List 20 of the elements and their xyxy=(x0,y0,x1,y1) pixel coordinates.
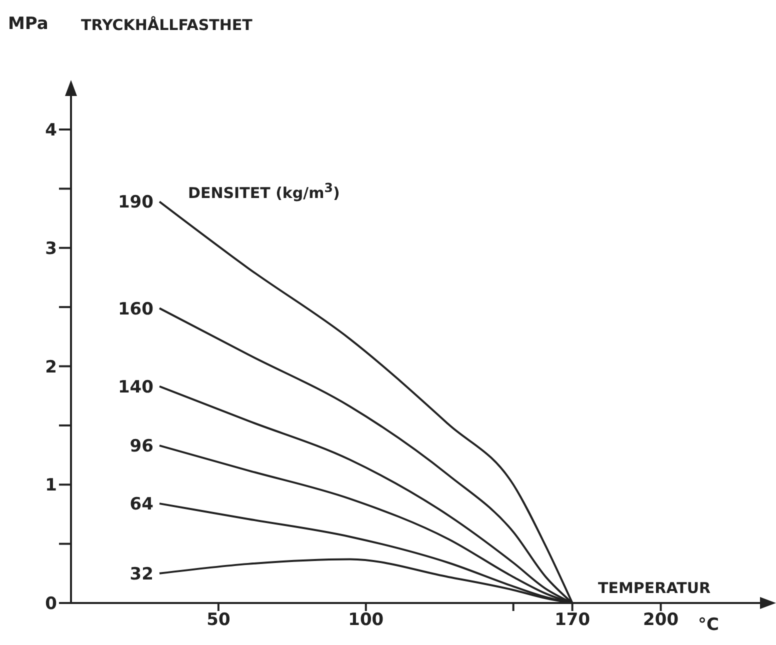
series-label: 96 xyxy=(130,436,154,457)
y-tick-label: 2 xyxy=(45,357,57,378)
y-tick-label: 0 xyxy=(45,594,58,614)
legend-title: DENSITET (kg/m$^{3}$) xyxy=(188,180,340,202)
series-label: 64 xyxy=(130,494,154,515)
y-tick-label: 3 xyxy=(45,238,57,259)
y-tick-label: 1 xyxy=(45,476,57,496)
series-label: 32 xyxy=(130,564,154,584)
series-label: 190 xyxy=(118,192,154,213)
text: °C xyxy=(698,615,719,635)
y-axis-title: MPa xyxy=(8,14,48,34)
series-label: 140 xyxy=(118,377,154,398)
x-tick-label: 200 xyxy=(643,610,679,630)
x-tick-label: 170 xyxy=(554,610,590,630)
x-axis-title: TEMPERATUR xyxy=(598,579,711,597)
series-label: 160 xyxy=(118,299,154,320)
x-tick-label: 100 xyxy=(348,610,384,630)
y-tick-label: 4 xyxy=(45,120,58,141)
x-tick-label: 50 xyxy=(206,610,230,630)
chart-title: TRYCKHÅLLFASTHET xyxy=(81,16,252,34)
